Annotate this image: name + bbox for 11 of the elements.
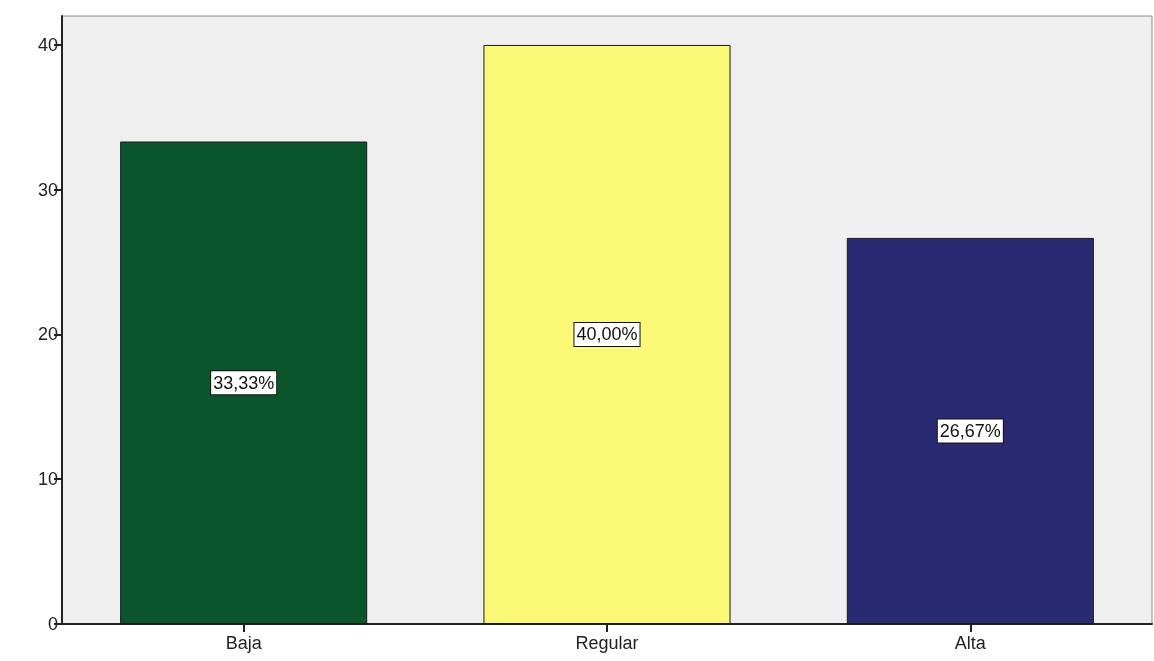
y-tick-label: 20: [37, 324, 58, 345]
x-tick-label: Alta: [954, 633, 987, 653]
data-label: 40,00%: [576, 324, 638, 345]
y-tick-label: 0: [47, 614, 58, 634]
y-tick-label: 30: [37, 179, 58, 200]
y-tick-label: 40: [37, 34, 58, 55]
data-label: 26,67%: [939, 420, 1001, 441]
y-tick-label: 10: [37, 469, 58, 490]
x-tick-label: Regular: [575, 633, 639, 653]
data-label: 33,33%: [213, 372, 275, 393]
x-tick-label: Baja: [225, 633, 263, 653]
